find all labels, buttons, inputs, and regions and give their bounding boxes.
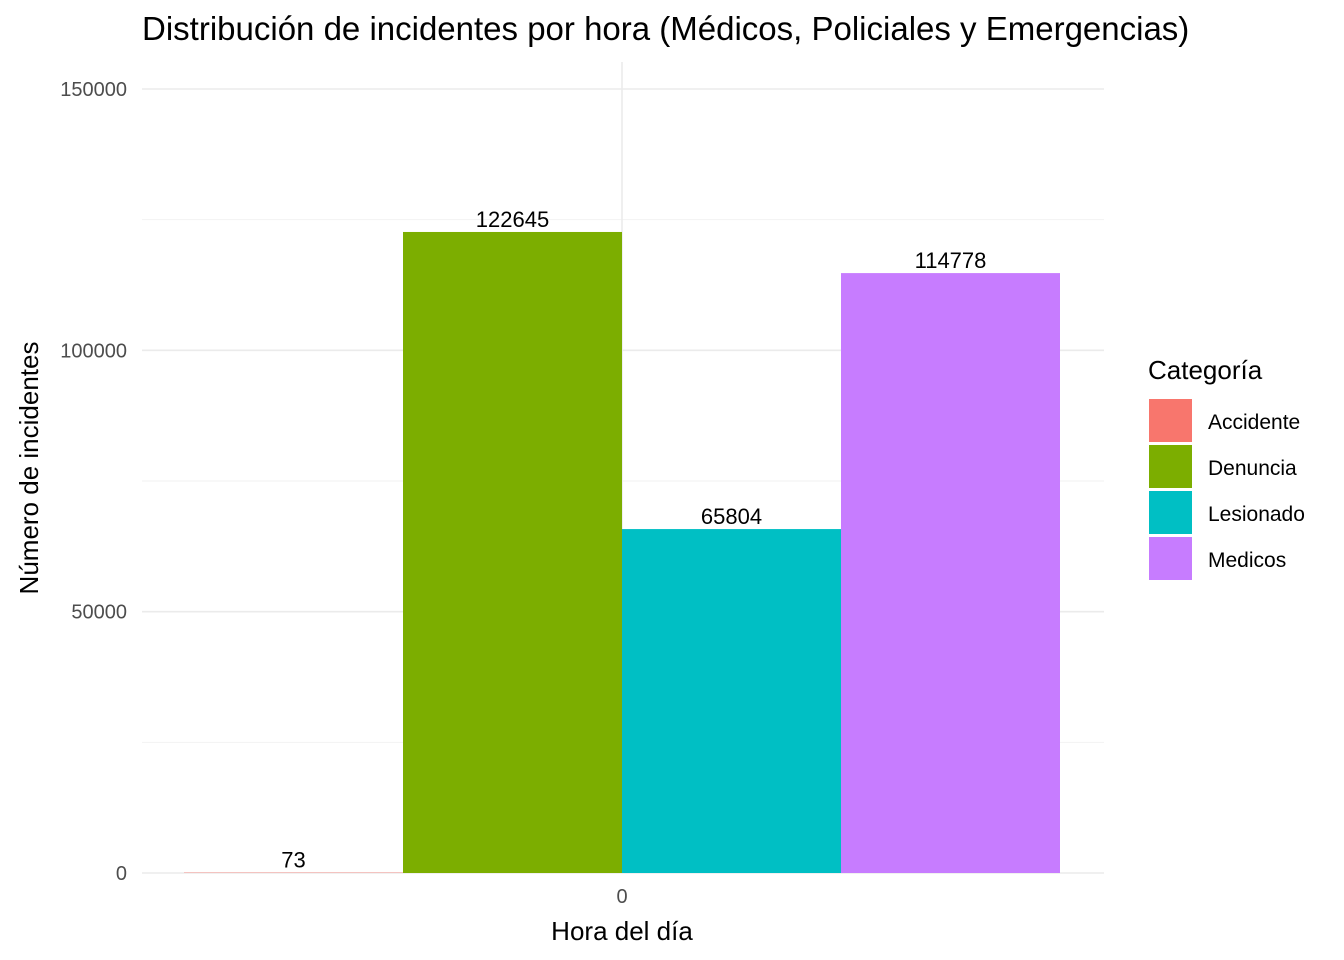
bar-denuncia: [403, 231, 622, 873]
legend-swatch-accidente: [1149, 399, 1192, 442]
legend-swatch-medicos: [1149, 537, 1192, 580]
chart-title: Distribución de incidentes por hora (Méd…: [142, 10, 1189, 47]
data-label-medicos: 114778: [915, 248, 987, 273]
legend-label-denuncia: Denuncia: [1208, 457, 1297, 480]
legend-label-lesionado: Lesionado: [1208, 503, 1305, 526]
y-axis-title: Número de incidentes: [14, 342, 44, 595]
legend-swatch-lesionado: [1149, 491, 1192, 534]
legend-label-accidente: Accidente: [1208, 411, 1300, 434]
legend-swatch-denuncia: [1149, 445, 1192, 488]
legend: Categoría Accidente Denuncia Lesionado Medi…: [1148, 355, 1305, 580]
y-tick-label: 150000: [60, 79, 127, 101]
data-label-denuncia: 122645: [476, 207, 549, 232]
y-tick-label: 100000: [60, 340, 127, 362]
bar-lesionado: [622, 529, 841, 873]
y-tick-label: 0: [116, 863, 127, 885]
x-axis-title: Hora del día: [551, 916, 693, 946]
bar-medicos: [841, 273, 1060, 874]
data-label-accidente: 73: [281, 848, 305, 873]
legend-title: Categoría: [1148, 355, 1263, 385]
data-label-lesionado: 65804: [701, 504, 762, 529]
data-labels: 73 122645 65804 114778: [281, 207, 986, 873]
x-tick-label: 0: [616, 886, 627, 908]
x-axis-ticks: 0: [616, 886, 627, 908]
legend-label-medicos: Medicos: [1208, 549, 1286, 572]
y-axis-ticks: 0 50000 100000 150000: [60, 79, 127, 885]
bars: [184, 231, 1060, 874]
y-tick-label: 50000: [71, 602, 127, 624]
